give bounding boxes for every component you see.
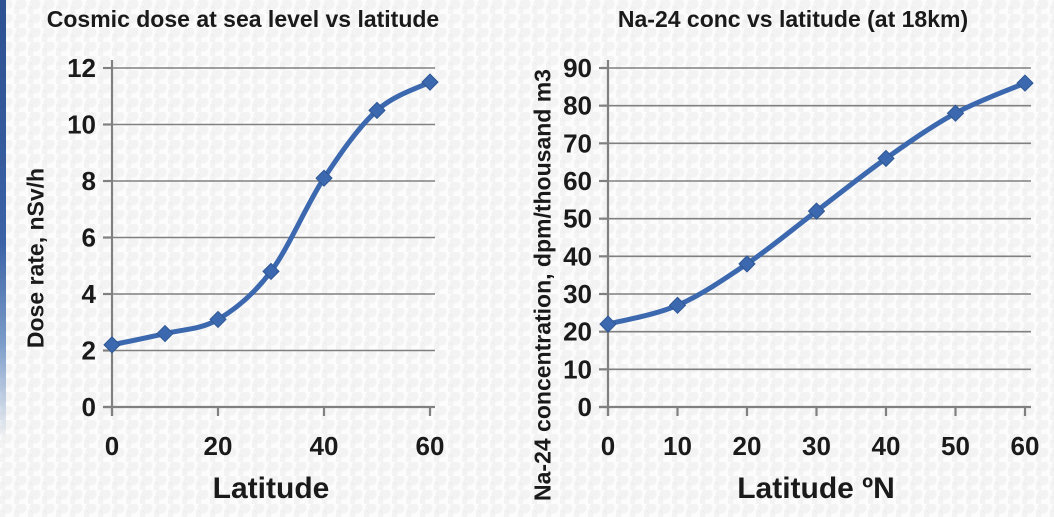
svg-text:6: 6 xyxy=(82,223,96,253)
svg-text:30: 30 xyxy=(802,431,831,461)
svg-text:4: 4 xyxy=(82,279,97,309)
svg-text:2: 2 xyxy=(82,336,96,366)
svg-text:8: 8 xyxy=(82,166,96,196)
left-chart-plot-svg: 0 2 4 6 8 10 12 0 20 40 60 xyxy=(67,53,445,461)
svg-text:0: 0 xyxy=(82,392,96,422)
svg-text:50: 50 xyxy=(563,204,592,234)
svg-text:80: 80 xyxy=(563,91,592,121)
svg-text:0: 0 xyxy=(578,392,592,422)
svg-text:90: 90 xyxy=(563,53,592,83)
svg-text:20: 20 xyxy=(563,317,592,347)
x-axis-label: Latitude xyxy=(212,472,330,505)
accent-strip xyxy=(0,0,6,440)
svg-text:20: 20 xyxy=(733,431,762,461)
svg-text:10: 10 xyxy=(67,110,96,140)
svg-text:30: 30 xyxy=(563,279,592,309)
svg-text:60: 60 xyxy=(1011,431,1040,461)
svg-text:0: 0 xyxy=(105,431,119,461)
y-axis-label: Na-24 concentration, dpm/thousand m3 xyxy=(529,69,556,501)
svg-text:12: 12 xyxy=(67,53,96,83)
chart-title: Na-24 conc vs latitude (at 18km) xyxy=(617,6,969,32)
chart-title: Cosmic dose at sea level vs latitude xyxy=(46,6,440,32)
svg-text:10: 10 xyxy=(663,431,692,461)
right-chart-plot-svg: 0 10 20 30 40 50 60 70 80 90 0 10 20 30 40 50 60 xyxy=(563,53,1040,461)
svg-text:60: 60 xyxy=(563,166,592,196)
svg-text:40: 40 xyxy=(872,431,901,461)
svg-text:10: 10 xyxy=(563,354,592,384)
svg-text:40: 40 xyxy=(563,241,592,271)
left-chart: 0 2 4 6 8 10 12 0 20 40 60 Cosmic dose at sea leve… xyxy=(0,0,500,517)
svg-text:70: 70 xyxy=(563,128,592,158)
svg-text:50: 50 xyxy=(941,431,970,461)
svg-text:40: 40 xyxy=(310,431,339,461)
svg-text:60: 60 xyxy=(416,431,445,461)
y-axis-label: Dose rate, nSv/h xyxy=(22,167,49,349)
right-chart: 0 10 20 30 40 50 60 70 80 90 0 10 20 30 40 50 60 Na-24 c… xyxy=(500,0,1054,517)
svg-text:0: 0 xyxy=(601,431,615,461)
svg-text:20: 20 xyxy=(204,431,233,461)
x-axis-label: Latitude ºN xyxy=(737,472,895,505)
